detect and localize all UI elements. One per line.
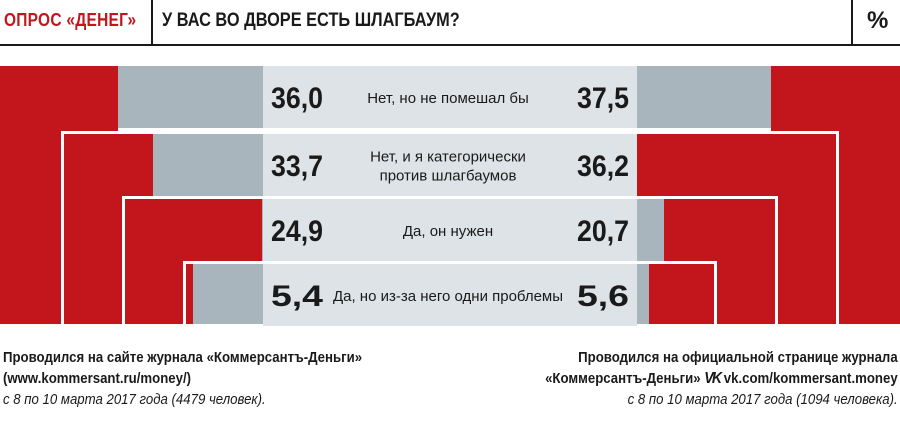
category-label: Нет, и я категорически — [370, 149, 526, 166]
header: ОПРОС «ДЕНЕГ» У ВАС ВО ДВОРЕ ЕСТЬ ШЛАГБА… — [0, 0, 900, 46]
value-label-left: 33,7 — [271, 150, 323, 183]
value-label-left: 36,0 — [271, 82, 323, 115]
bar-right-rest — [637, 264, 649, 324]
value-label-right: 36,2 — [577, 150, 629, 183]
brand-label: ОПРОС «ДЕНЕГ» — [4, 10, 137, 30]
center-panel — [263, 264, 637, 326]
band-frame — [183, 261, 717, 324]
unit-label: % — [867, 7, 889, 34]
bar-right — [649, 264, 715, 324]
value-label-right: 37,5 — [577, 82, 629, 115]
center-panel — [263, 66, 637, 128]
bar-right-rest — [637, 66, 771, 128]
footer-left-line1: Проводился на сайте журнала «Коммерсантъ… — [3, 349, 363, 366]
value-label-right: 5,6 — [577, 280, 629, 313]
poll-chart: 36,0 37,5 Нет, но не помешал бы 33,7 36,2 Нет… — [0, 66, 900, 326]
header-divider — [151, 0, 153, 44]
footer-right-line1: Проводился на официальной странице журна… — [578, 349, 898, 366]
band-frame — [61, 131, 839, 324]
bar-left-rest — [193, 264, 263, 324]
vk-logo-icon: VK — [704, 370, 723, 387]
footer-left: Проводился на сайте журнала «Коммерсантъ… — [3, 347, 362, 410]
bar-left-rest — [153, 134, 263, 196]
value-label-left: 24,9 — [271, 215, 323, 248]
footer-left-line2: (www.kommersant.ru/money/) — [3, 370, 192, 387]
footer-right-line2: «Коммерсантъ-Деньги» VK vk.com/kommersant… — [545, 368, 898, 389]
bar-right-rest — [637, 199, 664, 261]
footer-right-line3: с 8 по 10 марта 2017 года (1094 человека… — [627, 391, 898, 408]
footer-right-line2a: «Коммерсантъ-Деньги» — [545, 370, 701, 387]
bar-left-rest — [118, 66, 263, 128]
footer-right: Проводился на официальной странице журна… — [545, 347, 898, 410]
category-label: Да, он нужен — [403, 223, 493, 240]
page-title: У ВАС ВО ДВОРЕ ЕСТЬ ШЛАГБАУМ? — [162, 10, 460, 31]
footer-left-line3: с 8 по 10 марта 2017 года (4479 человек)… — [3, 391, 266, 408]
bar-left-rest — [262, 199, 263, 261]
vk-link[interactable]: vk.com/kommersant.money — [724, 370, 898, 387]
category-label: Нет, но не помешал бы — [367, 90, 529, 107]
center-panel — [263, 199, 637, 261]
bar-left — [185, 264, 193, 324]
category-label: Да, но из-за него одни проблемы — [333, 288, 563, 305]
band-frame — [122, 196, 778, 324]
value-label-right: 20,7 — [577, 215, 629, 248]
value-label-left: 5,4 — [271, 280, 323, 313]
header-divider — [851, 0, 853, 44]
center-panel — [263, 134, 637, 196]
category-label: против шлагбаумов — [380, 168, 517, 185]
